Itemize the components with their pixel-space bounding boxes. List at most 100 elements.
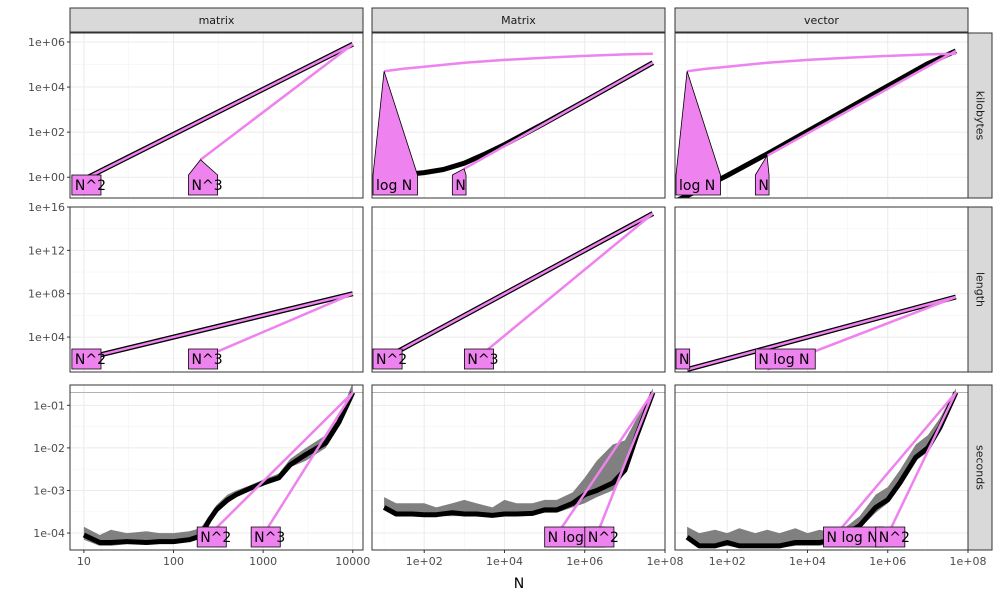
panel-background-vector-length [675, 207, 968, 372]
fit-line-n-2 [208, 391, 354, 536]
panel-vector-seconds [685, 388, 959, 549]
panel-background-matrix-seconds [70, 385, 363, 550]
fit-label-n-2: N^2 [376, 352, 407, 368]
panel-border [69, 384, 364, 551]
strip-length [967, 206, 993, 373]
panel-background-vector-seconds [675, 385, 968, 550]
fit-label-box-n-log-n [754, 348, 816, 370]
fit-label-n-3: N^3 [192, 352, 223, 368]
fit-label-n-2: N^2 [879, 530, 910, 546]
panel-matrix-kilobytes [82, 41, 354, 182]
panel-background-vector-kilobytes [675, 33, 968, 198]
x-tick-label: 1e+08 [950, 555, 987, 568]
panel-border [371, 206, 666, 373]
fit-label-box-n-2 [71, 348, 102, 370]
fit-label-box-n-2 [875, 526, 906, 548]
fit-label-n-3: N^3 [192, 178, 223, 194]
panel-matrix-length [382, 211, 655, 361]
fit-label-box-n [451, 168, 467, 196]
y-tick-label: 1e-01 [33, 399, 65, 412]
fit-label-box-n-2 [584, 526, 615, 548]
fit-line-n [686, 295, 957, 371]
x-tick-label: 1e+02 [709, 555, 746, 568]
fit-label-n-log-n: N log N [827, 530, 878, 546]
x-tick-label: 1e+02 [406, 555, 443, 568]
fit-label-log-n: log N [679, 178, 715, 194]
x-tick-label: 1e+04 [486, 555, 523, 568]
fit-label-n: N [679, 352, 689, 368]
panel-border [69, 206, 364, 373]
fit-label-box-n [754, 154, 770, 196]
fit-line-n-2 [83, 292, 354, 361]
fit-label-box-n-2 [196, 526, 227, 548]
strip-label-matrix: matrix [199, 14, 235, 27]
fit-line-n [463, 61, 654, 170]
range-band [83, 385, 353, 546]
strip-vector [674, 7, 969, 33]
fit-line-n-log-n [555, 391, 654, 536]
fit-label-n-2: N^2 [588, 530, 619, 546]
panel-border [371, 384, 666, 551]
strip-seconds [967, 384, 993, 551]
range-band [384, 388, 653, 517]
fit-label-box-log-n [675, 71, 721, 196]
panel-matrix-seconds [82, 385, 356, 546]
strip-matrix [69, 7, 364, 33]
fit-label-n: N [455, 178, 465, 194]
fit-line-n-2 [886, 391, 958, 536]
strip-label-matrix: Matrix [501, 14, 536, 27]
fit-line-n-2 [83, 43, 354, 181]
fit-label-box-n-2 [71, 174, 102, 196]
fit-label-n-3: N^3 [254, 530, 285, 546]
panel-border [371, 32, 666, 199]
fit-label-log-n: log N [376, 178, 412, 194]
fit-label-n-2: N^2 [75, 178, 106, 194]
x-tick-label: 1e+06 [869, 555, 906, 568]
strip-matrix [371, 7, 666, 33]
y-tick-label: 1e+02 [28, 126, 65, 139]
fit-line-n-log-n [834, 391, 957, 536]
y-tick-label: 1e+06 [28, 36, 65, 49]
fit-label-box-n-3 [250, 526, 281, 548]
fit-label-n-2: N^2 [200, 530, 231, 546]
fit-line-n-3 [200, 292, 354, 360]
panel-border [69, 32, 364, 199]
fit-line-log-n [686, 52, 956, 73]
x-tick-label: 1e+04 [789, 555, 826, 568]
panel-background-matrix-length [70, 207, 363, 372]
fit-line-n-3 [199, 43, 354, 161]
strip-label-vector: vector [804, 14, 839, 27]
fit-line-n-2 [595, 392, 655, 536]
fit-label-n-3: N^3 [467, 352, 498, 368]
fit-label-box-n-3 [188, 159, 219, 196]
measured-line [382, 391, 656, 518]
x-tick-label: 10000 [335, 555, 370, 568]
y-tick-label: 1e+00 [28, 171, 65, 184]
range-band [687, 388, 956, 548]
fit-line-log-n [383, 52, 653, 73]
strip-kilobytes [967, 32, 993, 199]
fit-label-n-2: N^2 [75, 352, 106, 368]
x-tick-label: 100 [163, 555, 184, 568]
fit-line-n-2 [383, 212, 654, 360]
x-tick-label: 1e+06 [566, 555, 603, 568]
y-tick-label: 1e+12 [28, 244, 65, 257]
panel-matrix-seconds [382, 388, 656, 536]
x-tick-label: 10 [77, 555, 91, 568]
strip-label-kilobytes: kilobytes [974, 91, 987, 141]
fit-label-box-n [675, 348, 691, 370]
strip-label-length: length [974, 272, 987, 307]
strip-label-seconds: seconds [974, 445, 987, 490]
fit-label-n: N [758, 178, 768, 194]
x-tick-label: 1000 [249, 555, 277, 568]
x-tick-label: 1e+08 [647, 555, 684, 568]
y-tick-label: 1e+16 [28, 201, 65, 214]
fit-line-n-3 [475, 212, 654, 360]
fit-line-n-3 [262, 391, 354, 536]
y-tick-label: 1e+04 [28, 331, 65, 344]
measured-line [82, 391, 356, 545]
fit-label-n-log-n: N log N [758, 352, 809, 368]
